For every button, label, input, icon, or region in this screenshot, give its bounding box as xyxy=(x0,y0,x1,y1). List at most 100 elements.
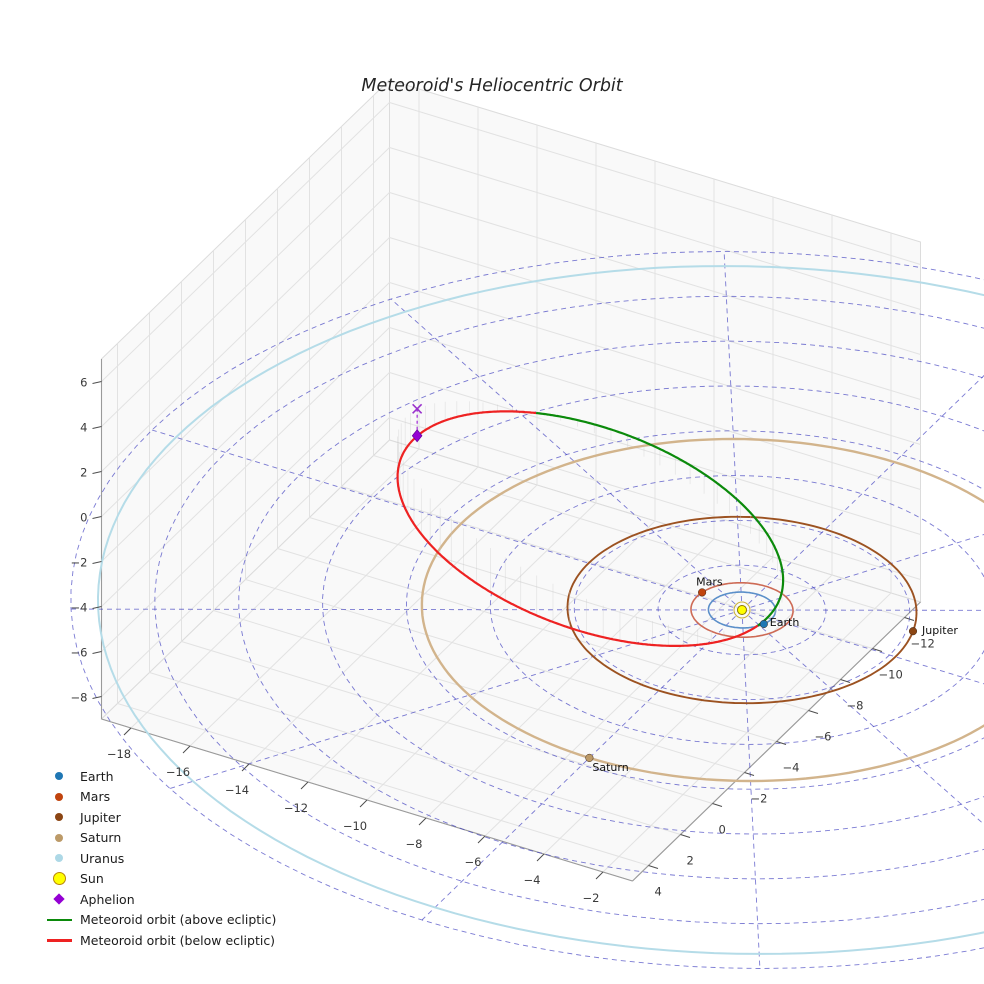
legend-label: Uranus xyxy=(80,850,125,866)
grid-circle xyxy=(406,430,984,790)
y-tick-label: 4 xyxy=(655,885,662,899)
y-tick-label: 0 xyxy=(719,823,726,837)
x-tick-label: −16 xyxy=(166,765,190,779)
grid-spoke xyxy=(741,609,984,825)
y-tick xyxy=(680,834,691,838)
legend-item-meteoroid-orbit-below-ecliptic: Meteoroid orbit (below ecliptic) xyxy=(44,930,276,951)
legend-label: Jupiter xyxy=(80,809,121,825)
grid-line xyxy=(101,372,390,652)
y-tick-label: −8 xyxy=(847,699,864,713)
z-tick xyxy=(92,651,102,654)
grid-line xyxy=(101,282,390,562)
grid-line xyxy=(366,520,656,801)
legend: Earth Mars Jupiter Saturn Uranus Sun Aphelion M… xyxy=(44,766,276,951)
legend-item-saturn: Saturn xyxy=(44,828,276,849)
grid-spoke xyxy=(741,374,984,611)
z-tick xyxy=(92,471,102,474)
x-tick xyxy=(477,835,486,844)
x-tick xyxy=(595,871,604,880)
grid-line xyxy=(101,237,390,517)
planet-marker-mars xyxy=(698,588,707,597)
x-tick-label: −14 xyxy=(225,783,249,797)
pane-gridlines xyxy=(101,89,921,873)
z-tick-label: −6 xyxy=(71,646,88,660)
y-tick xyxy=(840,679,851,683)
planet-label-saturn: Saturn xyxy=(592,761,628,774)
z-tick xyxy=(92,516,102,519)
legend-marker-uranus-icon xyxy=(55,854,63,863)
planet-marker-saturn xyxy=(585,753,594,762)
legend-item-sun: Sun xyxy=(44,869,276,890)
x-tick-label: −6 xyxy=(465,855,482,869)
grid-line xyxy=(389,192,921,355)
z-tick-label: 2 xyxy=(80,466,87,480)
legend-label: Sun xyxy=(80,871,104,887)
y-tick xyxy=(712,803,723,807)
grid-line xyxy=(389,327,921,490)
grid-line xyxy=(189,466,479,747)
y-tick xyxy=(744,772,755,776)
meteoroid-orbit-below xyxy=(396,410,759,647)
legend-marker-mars-icon xyxy=(55,792,63,801)
legend-marker-sun-icon xyxy=(52,872,66,886)
legend-marker-earth-icon xyxy=(55,772,63,781)
z-tick-label: −2 xyxy=(71,556,88,570)
x-tick-label: −10 xyxy=(343,819,367,833)
grid-line xyxy=(130,448,420,729)
z-tick xyxy=(92,606,102,609)
grid-line xyxy=(389,417,921,580)
grid-spoke xyxy=(741,609,984,685)
sun-icon xyxy=(737,605,747,615)
grid-circle xyxy=(573,519,911,701)
legend-label: Mars xyxy=(80,789,111,805)
planet-marker-jupiter xyxy=(908,627,918,636)
grid-line xyxy=(101,192,390,472)
grid-line xyxy=(389,102,921,265)
legend-label: Aphelion xyxy=(80,891,135,907)
planet-orbits xyxy=(96,265,984,955)
z-tick-label: −4 xyxy=(71,601,88,615)
x-tick xyxy=(182,745,191,754)
legend-item-earth: Earth xyxy=(44,766,276,787)
legend-marker-jupiter-icon xyxy=(55,813,63,822)
legend-marker-saturn-icon xyxy=(55,833,63,842)
grid-circle xyxy=(70,251,984,969)
aphelion-x-icon xyxy=(412,403,423,414)
legend-label: Saturn xyxy=(80,830,122,846)
legend-label: Earth xyxy=(80,768,114,784)
y-tick-label: 2 xyxy=(687,854,694,868)
grid-line xyxy=(101,147,390,427)
orbit-mars xyxy=(690,582,794,638)
aphelion-group xyxy=(411,403,423,443)
aphelion-diamond-icon xyxy=(411,429,423,443)
axis-ticks: −18 −16 −14 −12 −10 −8 −6 −4 −2 −12 −10 −8 −6 −4 −2 0 2 4… xyxy=(71,376,935,906)
z-tick-label: 4 xyxy=(80,421,87,435)
grid-circle xyxy=(238,340,984,880)
y-tick-label: −6 xyxy=(815,730,832,744)
grid-spoke xyxy=(390,298,743,611)
legend-label: Meteoroid orbit (below ecliptic) xyxy=(80,932,276,948)
z-tick-label: 6 xyxy=(80,376,87,390)
z-tick xyxy=(92,426,102,429)
grid-line xyxy=(425,538,715,819)
planet-marker-earth xyxy=(759,619,768,629)
y-tick xyxy=(872,648,883,652)
grid-line xyxy=(389,372,921,535)
x-tick xyxy=(536,853,545,862)
grid-line xyxy=(602,592,892,873)
orbit-earth xyxy=(707,591,777,629)
grid-line xyxy=(101,327,390,607)
legend-label: Meteoroid orbit (above ecliptic) xyxy=(80,912,277,928)
ecliptic-polar-grid xyxy=(70,251,984,969)
grid-line xyxy=(484,556,774,837)
planet-label-mars: Mars xyxy=(696,575,723,588)
legend-marker-meteoroid-orbit-below-ecliptic-icon xyxy=(46,939,72,942)
grid-line xyxy=(307,502,597,783)
grid-line xyxy=(389,282,921,445)
legend-item-mars: Mars xyxy=(44,787,276,808)
grid-spoke xyxy=(741,609,761,969)
y-tick xyxy=(904,617,915,621)
grid-line xyxy=(101,417,390,697)
z-tick-label: 0 xyxy=(80,511,87,525)
